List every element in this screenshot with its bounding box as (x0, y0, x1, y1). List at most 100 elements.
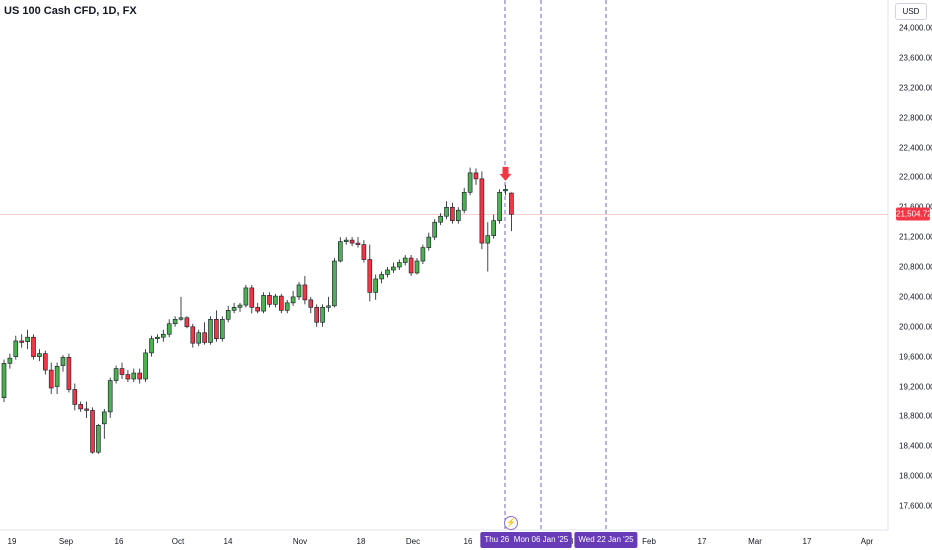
candle-body (31, 336, 36, 357)
candle-body (231, 307, 237, 311)
candle-body (491, 220, 497, 236)
candle-body (284, 302, 290, 311)
candle-body (149, 338, 154, 354)
candle-body (408, 257, 414, 274)
time-tick-label: Sep (58, 537, 74, 546)
candle-body (172, 318, 178, 325)
price-tick-label: 22,800.00 (899, 113, 932, 123)
time-tick-label: 16 (114, 537, 124, 546)
candle-body (455, 209, 461, 221)
candle-body (166, 323, 172, 335)
candle-body (314, 307, 320, 323)
candle-body (84, 408, 89, 411)
candle-body (267, 295, 272, 305)
candle-body (414, 260, 420, 274)
last-price-label: 21,504.72 (896, 207, 932, 221)
candle-body (143, 352, 148, 380)
flash-icon[interactable]: ⚡ (504, 516, 518, 530)
candle-body (273, 295, 278, 305)
price-tick-label: 17,600.00 (899, 501, 932, 511)
candle-body (96, 425, 101, 453)
chart-title: US 100 Cash CFD, 1D, FX (4, 5, 137, 17)
candle-body (450, 206, 455, 221)
candle-body (385, 269, 390, 275)
candle-body (278, 295, 284, 311)
candle-body (249, 287, 255, 308)
price-tick-label: 18,000.00 (899, 471, 932, 481)
candle-body (72, 389, 78, 405)
candle-body (196, 332, 201, 344)
candle-body (302, 284, 308, 301)
candle-body (438, 215, 443, 223)
price-tick-label: 20,800.00 (899, 262, 932, 272)
time-tick-label: Oct (171, 537, 185, 546)
price-tick-label: 21,200.00 (899, 232, 932, 242)
candle-body (290, 296, 296, 304)
candle-body (161, 333, 166, 338)
time-tick-label: Feb (642, 537, 656, 546)
candle-body (131, 372, 137, 380)
date-badge-wed-22-jan: Wed 22 Jan '25 (574, 532, 638, 548)
candle-body (467, 172, 473, 193)
candle-body (396, 262, 402, 268)
currency-selector[interactable]: USD (895, 3, 927, 20)
candle-body (90, 410, 95, 453)
candle-body (155, 336, 160, 339)
candle-body (202, 332, 207, 343)
candle-body (237, 304, 243, 308)
candle-body (184, 317, 190, 328)
time-tick-label: 18 (356, 537, 366, 546)
candle-body (208, 318, 213, 343)
candle-body (367, 259, 373, 293)
time-tick-label: Apr (860, 537, 874, 546)
candle-body (255, 307, 260, 312)
candle-body (337, 241, 343, 262)
candle-body (509, 192, 514, 215)
price-tick-label: 18,400.00 (899, 441, 932, 451)
candle-body (296, 284, 302, 298)
price-tick-label: 24,000.00 (899, 23, 932, 33)
price-tick-label: 22,400.00 (899, 143, 932, 152)
candle-body (485, 235, 491, 244)
price-tick-label: 19,600.00 (899, 352, 932, 362)
candle-body (107, 380, 113, 413)
candle-body (461, 192, 467, 211)
candle-body (1, 363, 7, 399)
candle-body (25, 336, 30, 342)
candle-body (125, 374, 131, 380)
price-tick-label: 19,200.00 (899, 382, 932, 391)
candle-body (137, 372, 142, 380)
candle-body (7, 357, 13, 364)
candle-body (42, 353, 48, 371)
candle-body (343, 239, 349, 242)
candle-body (243, 287, 249, 306)
candle-body (497, 192, 502, 221)
time-tick-label: Nov (292, 537, 308, 546)
date-badge-mon-06-jan: Mon 06 Jan '25 (509, 532, 573, 548)
candle-body (326, 305, 331, 308)
candle-body (60, 357, 66, 366)
time-tick-label: 14 (223, 537, 233, 546)
candle-body (432, 221, 438, 238)
candle-body (261, 295, 266, 312)
candle-body (66, 357, 72, 390)
candle-body (178, 317, 184, 320)
price-tick-label: 18,800.00 (899, 411, 932, 421)
candle-body (119, 368, 125, 375)
candle-body (391, 266, 396, 271)
time-tick-label: 17 (697, 537, 707, 546)
candle-series (1, 167, 514, 454)
candle-body (13, 340, 19, 357)
time-tick-label: Dec (405, 537, 421, 546)
candle-body (355, 242, 361, 245)
time-tick-label: Mar (748, 537, 762, 546)
candle-body (225, 310, 231, 320)
arrow-down-icon (499, 166, 512, 181)
candle-body (349, 239, 355, 244)
candle-body (426, 236, 432, 248)
candle-body (54, 366, 60, 387)
candle-body (320, 307, 325, 323)
candle-body (78, 404, 83, 410)
price-tick-label: 20,000.00 (899, 322, 932, 332)
